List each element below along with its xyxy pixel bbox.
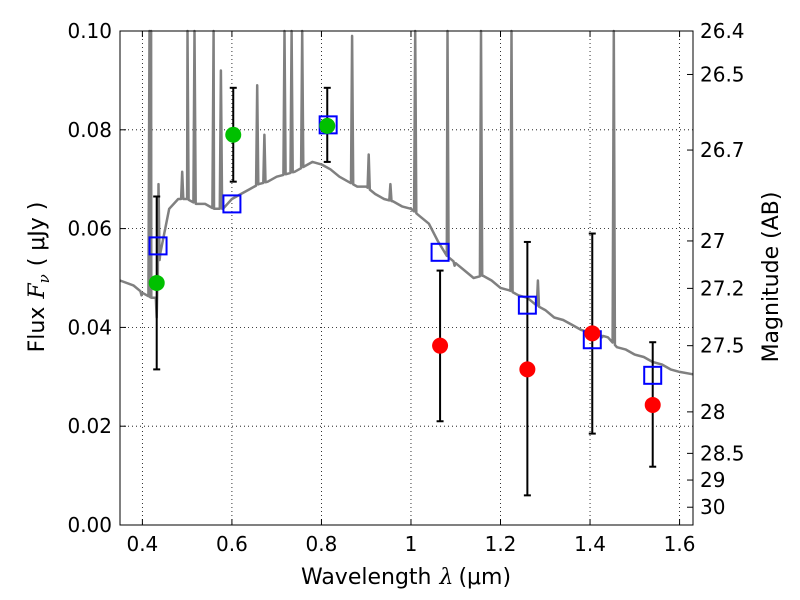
y-tick-label: 0.00 (67, 513, 112, 537)
red-point (519, 361, 536, 378)
square-marker (643, 365, 663, 385)
y-tick-label: 0.04 (67, 315, 112, 339)
x-axis-ticks: 0.4 0.6 0.8 1 1.2 1.4 1.6 (126, 31, 695, 556)
y2-axis-ticks: 26.4 26.5 26.7 27 27.2 27.5 28 28.5 29 30 (687, 19, 745, 519)
y2-tick-label: 27.2 (700, 276, 745, 300)
y2-tick-label: 27 (700, 229, 725, 253)
y2-tick-label: 30 (700, 495, 725, 519)
y2-tick-label: 27.5 (700, 334, 745, 358)
y-tick-label: 0.02 (67, 414, 112, 438)
error-bars (153, 86, 657, 497)
model-spectrum (119, 29, 694, 376)
square-marker (222, 194, 242, 214)
x-axis-label: Wavelength λ (μm) (301, 565, 511, 590)
x-tick-label: 1.2 (485, 532, 517, 556)
green-point (225, 126, 242, 143)
red-point (584, 325, 601, 342)
x-tick-label: 1.6 (664, 532, 696, 556)
x-tick-label: 0.4 (126, 532, 158, 556)
model-spectrum-line (119, 29, 694, 376)
y-axis-label: FluxFν( μJy ) (25, 202, 53, 353)
plot-frame (119, 30, 694, 526)
y2-tick-label: 26.4 (700, 19, 745, 43)
x-tick-label: 0.6 (216, 532, 248, 556)
y-axis-ticks: 0.00 0.02 0.04 0.06 0.08 0.10 (67, 19, 126, 537)
y2-axis-label: Magnitude (AB) (759, 192, 784, 363)
green-point (148, 274, 165, 291)
y2-tick-label: 28.5 (700, 441, 745, 465)
y2-tick-label: 26.5 (700, 62, 745, 86)
grid-lines (120, 30, 693, 526)
y-tick-label: 0.10 (67, 19, 112, 43)
x-tick-label: 0.8 (306, 532, 338, 556)
x-tick-label: 1 (405, 532, 418, 556)
y2-tick-label: 26.7 (700, 138, 745, 162)
square-marker (430, 242, 450, 262)
x-tick-label: 1.4 (574, 532, 606, 556)
y2-tick-label: 28 (700, 400, 725, 424)
y-tick-label: 0.08 (67, 118, 112, 142)
square-marker (148, 236, 168, 256)
red-point (644, 396, 661, 413)
data-markers (148, 115, 663, 413)
green-point (319, 117, 336, 134)
y2-tick-label: 29 (700, 468, 725, 492)
red-point (432, 337, 449, 354)
y-tick-label: 0.06 (67, 217, 112, 241)
square-marker (517, 295, 537, 315)
